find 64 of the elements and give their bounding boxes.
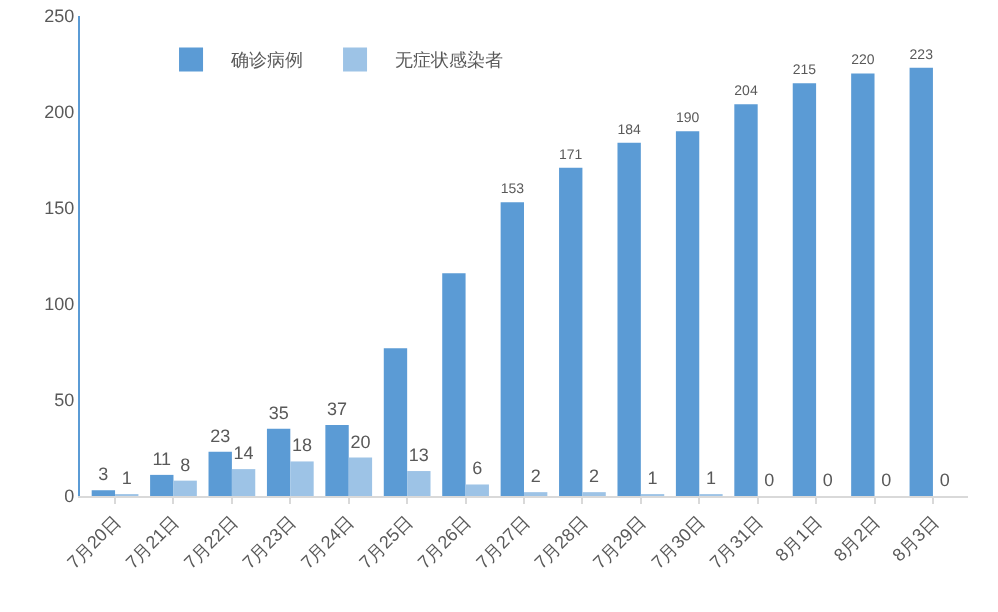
bar [675, 131, 700, 496]
data-label: 0 [881, 470, 892, 490]
y-tick-label: 250 [44, 6, 75, 27]
data-label: 0 [764, 470, 775, 490]
bar [465, 484, 489, 496]
x-tick-label: 7月24日 [297, 511, 358, 573]
legend-label: 无症状感染者 [395, 50, 504, 71]
bar [559, 167, 583, 496]
y-tick-label: 200 [44, 102, 75, 123]
data-label: 2 [530, 466, 541, 487]
x-tick-label: 8月2日 [829, 511, 884, 566]
data-label: 1 [705, 468, 716, 489]
data-label: 23 [210, 425, 231, 446]
bar [442, 273, 466, 496]
data-label: 13 [408, 445, 429, 466]
bar [500, 202, 524, 496]
x-tick-label: 7月21日 [121, 511, 183, 573]
data-label: 3 [98, 464, 109, 485]
legend-label: 确诊病例 [229, 50, 304, 71]
bar [150, 474, 174, 496]
bar [851, 73, 875, 496]
x-tick-label: 7月30日 [647, 511, 709, 573]
x-tick-label: 8月3日 [888, 511, 943, 566]
data-label: 35 [268, 402, 289, 423]
data-label: 1 [121, 468, 132, 489]
data-label: 37 [327, 398, 348, 419]
bar [325, 424, 349, 496]
bar [290, 461, 314, 496]
bar [91, 490, 116, 496]
x-tick-label: 7月27日 [472, 511, 534, 573]
bar [792, 83, 817, 496]
data-label: 14 [233, 443, 254, 464]
data-label: 2 [589, 466, 600, 487]
x-tick-label: 7月25日 [355, 511, 417, 573]
bar [407, 471, 431, 496]
bar [348, 457, 373, 496]
data-label: 0 [822, 470, 833, 490]
x-tick-label: 7月28日 [530, 511, 592, 573]
data-label: 20 [350, 431, 371, 452]
x-tick-label: 7月20日 [63, 511, 125, 573]
bar [617, 142, 641, 496]
bar [266, 428, 291, 496]
y-tick-label: 0 [64, 486, 75, 507]
data-label: 0 [939, 470, 950, 490]
data-label: 8 [180, 454, 191, 475]
x-tick-label: 7月29日 [589, 511, 651, 573]
data-label: 11 [152, 448, 172, 469]
x-tick-label: 8月1日 [771, 511, 826, 566]
bar [208, 451, 232, 496]
x-tick-label: 7月26日 [413, 511, 475, 573]
y-tick-label: 50 [54, 390, 75, 411]
x-tick-label: 7月22日 [180, 511, 242, 573]
bar [383, 348, 408, 496]
data-label: 6 [472, 458, 483, 479]
x-tick-label: 7月31日 [706, 511, 767, 573]
x-tick-label: 7月23日 [238, 511, 300, 573]
y-tick-label: 100 [44, 294, 75, 315]
bar [734, 104, 758, 496]
bar [231, 469, 256, 496]
bar [909, 67, 933, 496]
data-label: 1 [647, 468, 658, 489]
data-label: 18 [291, 435, 313, 456]
y-tick-label: 150 [44, 198, 75, 219]
bar [173, 480, 197, 496]
